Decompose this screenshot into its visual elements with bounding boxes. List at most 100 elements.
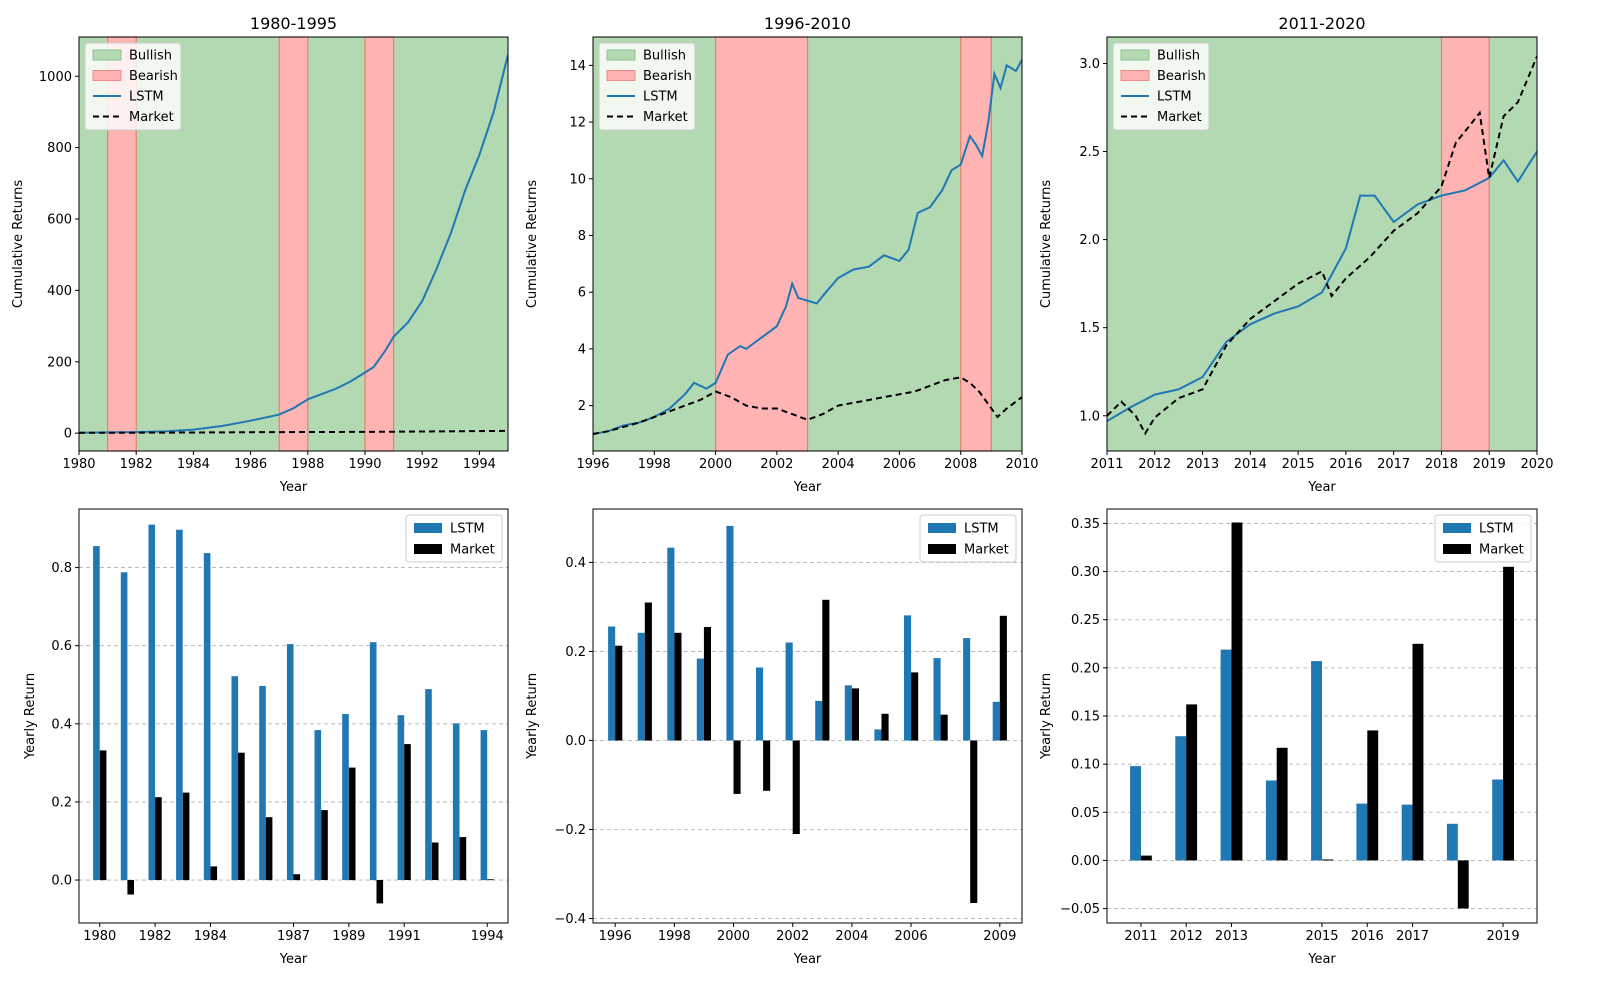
- lstm-bar: [369, 642, 377, 881]
- lstm-line: [1107, 150, 1537, 422]
- x-tick-label: 2004: [835, 929, 868, 944]
- market-bar: [1457, 860, 1469, 909]
- x-tick-label: 1982: [120, 457, 153, 472]
- chart-panel-4: 1980 1982 1984 1987 1989 1991 1994 0.0 0.2 0.4 0.6…: [23, 508, 509, 967]
- y-tick-label: 800: [47, 141, 72, 156]
- y-tick-label: 600: [47, 213, 72, 228]
- y-tick-label: 200: [47, 355, 72, 370]
- x-tick-label: 1984: [194, 929, 227, 944]
- x-axis-label: Year: [279, 480, 308, 495]
- market-bar: [1231, 522, 1243, 861]
- lstm-bar: [259, 685, 266, 880]
- x-tick-label: 1998: [658, 929, 691, 944]
- lstm-bar: [148, 524, 156, 880]
- x-tick-label: 2010: [1005, 457, 1038, 472]
- y-tick-label: 0.25: [1071, 613, 1100, 628]
- y-tick-label: 0.4: [51, 717, 72, 732]
- legend-box: [598, 42, 696, 131]
- lstm-bar: [637, 632, 645, 741]
- lstm-bar: [1356, 803, 1368, 861]
- x-tick-label: 2012: [1138, 457, 1171, 472]
- legend-label: Market: [1479, 543, 1524, 558]
- y-tick-label: 2.0: [1079, 233, 1100, 248]
- y-tick-label: 0.4: [565, 556, 586, 571]
- x-tick-label: 2018: [1425, 457, 1458, 472]
- lstm-bar: [480, 730, 488, 881]
- x-tick-label: 2014: [1234, 457, 1267, 472]
- market-bar: [940, 714, 948, 741]
- legend-swatch-market: [928, 544, 956, 554]
- lstm-bar: [844, 685, 852, 741]
- x-tick-label: 2017: [1377, 457, 1410, 472]
- lstm-bar: [874, 729, 882, 741]
- bullish-span: [807, 37, 961, 451]
- x-axis-label: Year: [793, 480, 822, 495]
- legend-swatch-lstm: [414, 523, 442, 533]
- market-bar: [238, 752, 245, 880]
- lstm-bar: [933, 658, 941, 741]
- y-tick-label: 0.0: [51, 874, 72, 889]
- y-tick-label: −0.4: [554, 912, 586, 927]
- market-bar: [644, 602, 652, 741]
- legend-swatch-lstm: [1443, 523, 1471, 533]
- legend-label: LSTM: [1479, 522, 1514, 537]
- x-tick-label: 1980: [62, 457, 95, 472]
- x-tick-label: 1991: [388, 929, 421, 944]
- market-bar: [155, 797, 162, 880]
- lstm-line: [593, 59, 1022, 435]
- legend-label: Bearish: [129, 69, 178, 84]
- y-tick-label: 0.35: [1071, 517, 1100, 532]
- bullish-span: [307, 37, 365, 451]
- lstm-bar: [1220, 649, 1232, 861]
- market-bar: [265, 817, 273, 881]
- market-bar: [1367, 730, 1379, 861]
- market-bar: [1276, 747, 1288, 861]
- lstm-bar: [963, 638, 971, 741]
- y-tick-label: 3.0: [1079, 57, 1100, 72]
- market-bar: [970, 740, 978, 903]
- legend-label: Bullish: [1157, 49, 1200, 64]
- legend-label: Bullish: [129, 49, 172, 64]
- bearish-span: [714, 36, 809, 452]
- market-bar: [851, 688, 859, 741]
- lstm-bar: [1175, 736, 1187, 861]
- x-tick-label: 2002: [760, 457, 793, 472]
- lstm-bar: [342, 714, 349, 880]
- x-tick-label: 1988: [291, 457, 324, 472]
- y-tick-label: 2.5: [1079, 145, 1100, 160]
- market-bar: [674, 632, 682, 741]
- lstm-bar: [904, 615, 912, 741]
- market-bar: [763, 740, 771, 791]
- market-bar: [733, 740, 741, 794]
- legend-swatch-bullish: [92, 49, 122, 61]
- y-axis-label: Cumulative Returns: [525, 180, 540, 308]
- x-tick-label: 2002: [776, 929, 809, 944]
- x-tick-label: 2013: [1215, 929, 1248, 944]
- y-tick-label: −0.05: [1060, 902, 1100, 917]
- y-tick-label: 10: [569, 172, 586, 187]
- legend-label: LSTM: [643, 90, 678, 105]
- y-tick-label: 6: [578, 286, 586, 301]
- market-bar: [376, 880, 384, 904]
- chart-panel-5: 1996 1998 2000 2002 2004 2006 2009 −0.4 −0.2 0.0 0…: [525, 508, 1023, 967]
- market-bar: [459, 837, 467, 881]
- lstm-bar: [696, 658, 704, 741]
- y-tick-label: 14: [569, 59, 586, 74]
- x-tick-label: 1996: [599, 929, 632, 944]
- lstm-bar: [231, 676, 239, 881]
- market-bar: [1140, 855, 1152, 861]
- lstm-bar: [815, 700, 823, 741]
- y-tick-label: 0.30: [1071, 565, 1100, 580]
- legend-label: Bearish: [1157, 69, 1206, 84]
- legend-label: Market: [1157, 110, 1202, 125]
- legend-box: [1112, 42, 1210, 131]
- market-line: [593, 376, 1022, 435]
- lstm-bar: [992, 701, 1000, 741]
- lstm-bar: [726, 525, 734, 741]
- legend-swatch-bearish: [92, 70, 122, 81]
- x-tick-label: 2016: [1351, 929, 1384, 944]
- market-bar: [127, 880, 134, 895]
- lstm-bar: [608, 626, 616, 741]
- market-bar: [615, 645, 623, 741]
- market-line: [79, 429, 508, 434]
